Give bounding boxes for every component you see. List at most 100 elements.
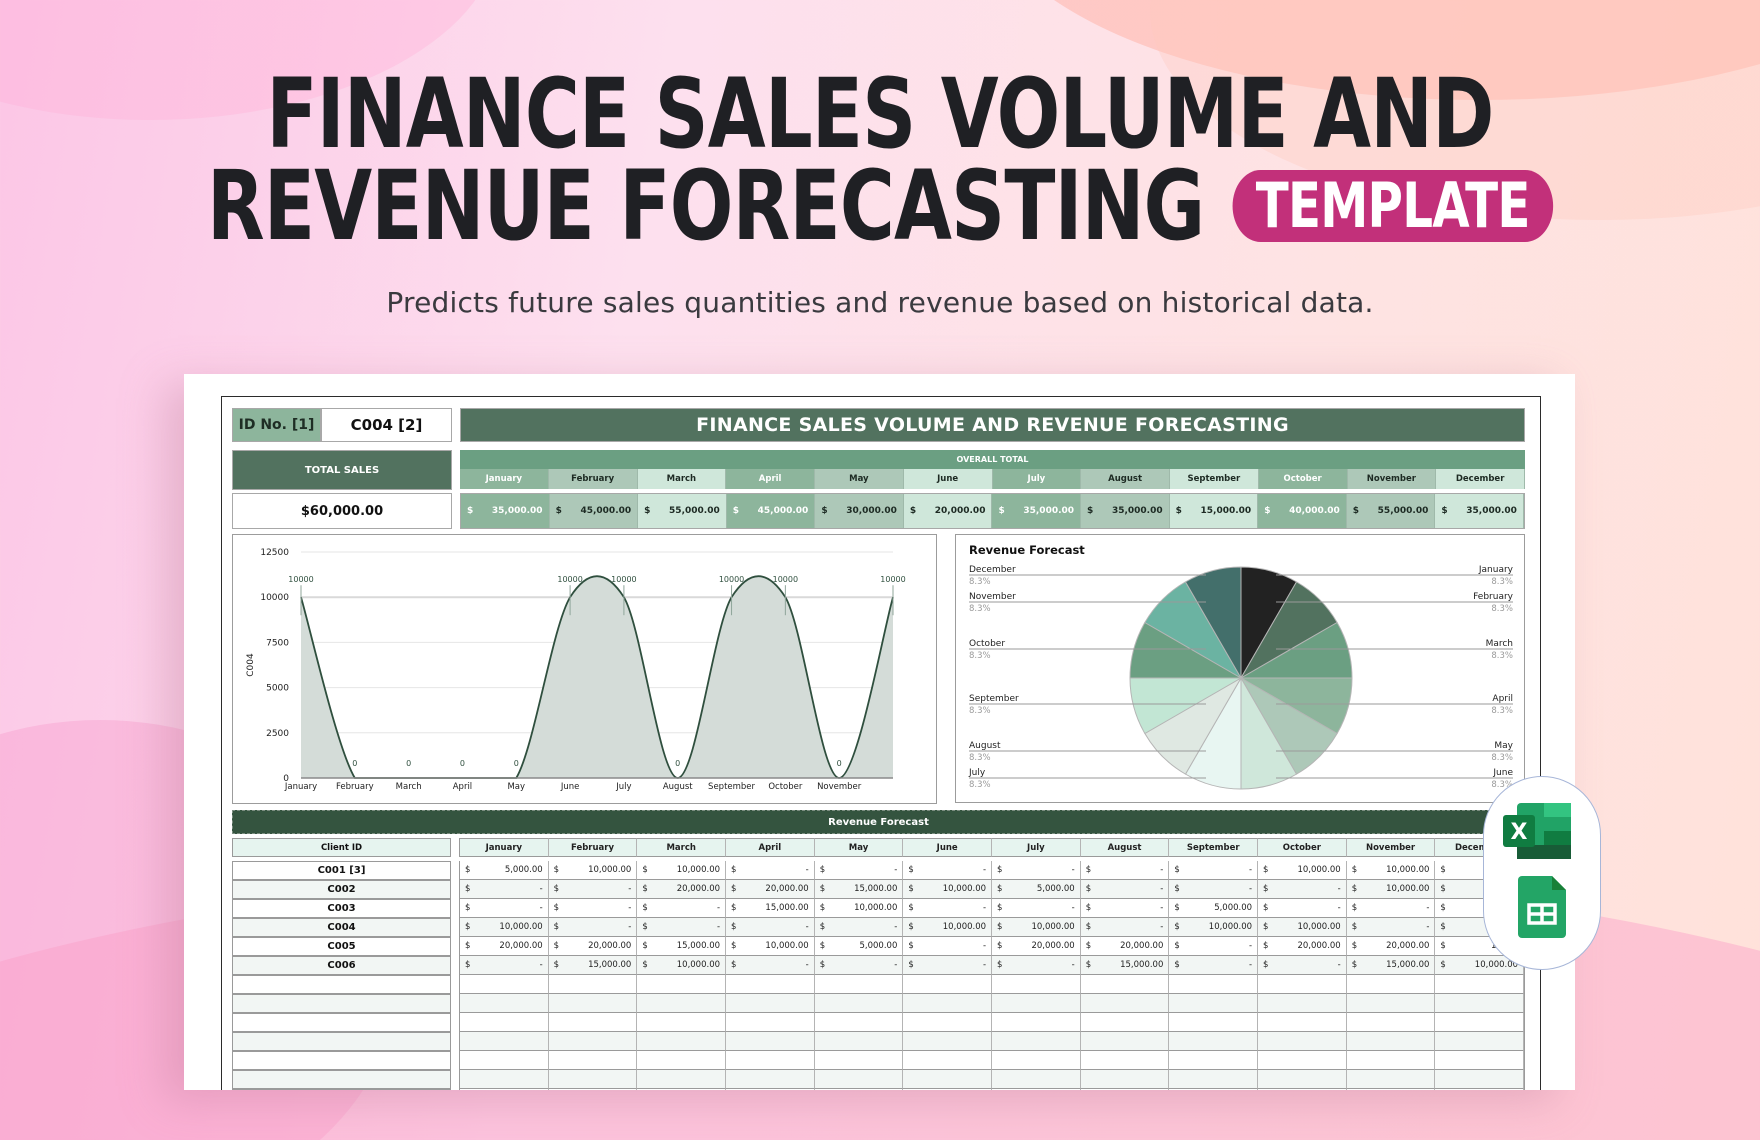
revenue-cell[interactable] xyxy=(726,1070,815,1089)
revenue-cell[interactable] xyxy=(460,1089,549,1090)
revenue-cell[interactable]: $10,000.00 xyxy=(992,918,1081,937)
revenue-cell[interactable]: $ - xyxy=(1346,918,1436,937)
revenue-cell[interactable]: $20,000.00 xyxy=(637,880,727,899)
revenue-cell[interactable] xyxy=(460,975,549,994)
revenue-cell[interactable]: $ - xyxy=(814,918,904,937)
revenue-cell[interactable] xyxy=(992,1032,1081,1051)
revenue-cell[interactable]: $ - xyxy=(1169,861,1259,880)
monthly-total-cell[interactable]: $15,000.00 xyxy=(1169,494,1259,528)
revenue-cell[interactable]: $ - xyxy=(726,918,815,937)
revenue-cell[interactable] xyxy=(1435,1089,1525,1090)
revenue-cell[interactable] xyxy=(726,975,815,994)
revenue-cell[interactable]: $10,000.00 xyxy=(1169,918,1259,937)
revenue-cell[interactable]: $15,000.00 xyxy=(726,899,815,918)
revenue-cell[interactable]: $20,000.00 xyxy=(460,937,549,956)
monthly-total-cell[interactable]: $40,000.00 xyxy=(1258,494,1347,528)
revenue-cell[interactable] xyxy=(726,1089,815,1090)
revenue-cell[interactable] xyxy=(992,1013,1081,1032)
revenue-cell[interactable] xyxy=(1258,1032,1347,1051)
monthly-total-cell[interactable]: $35,000.00 xyxy=(461,494,550,528)
revenue-cell[interactable]: $ - xyxy=(548,880,638,899)
revenue-cell[interactable]: $15,000.00 xyxy=(548,956,638,975)
revenue-cell[interactable]: $ - xyxy=(903,956,993,975)
client-id-cell[interactable]: C003 xyxy=(232,899,451,918)
revenue-cell[interactable] xyxy=(903,1089,993,1090)
revenue-cell[interactable]: $10,000.00 xyxy=(903,918,993,937)
revenue-cell[interactable]: $ - xyxy=(1258,880,1347,899)
revenue-cell[interactable] xyxy=(549,1089,638,1090)
revenue-cell[interactable] xyxy=(1080,1013,1170,1032)
revenue-cell[interactable] xyxy=(814,975,904,994)
revenue-cell[interactable] xyxy=(460,1013,549,1032)
revenue-cell[interactable] xyxy=(548,975,638,994)
revenue-cell[interactable]: $10,000.00 xyxy=(1258,918,1347,937)
revenue-cell[interactable]: $ - xyxy=(460,956,549,975)
revenue-cell[interactable]: $10,000.00 xyxy=(1346,880,1436,899)
monthly-total-cell[interactable]: $20,000.00 xyxy=(903,494,993,528)
revenue-cell[interactable] xyxy=(460,1051,549,1070)
revenue-cell[interactable] xyxy=(903,975,993,994)
client-id-cell[interactable] xyxy=(232,994,451,1013)
revenue-cell[interactable] xyxy=(1081,1089,1170,1090)
revenue-cell[interactable] xyxy=(1258,994,1347,1013)
revenue-cell[interactable] xyxy=(637,1089,727,1090)
revenue-cell[interactable] xyxy=(726,1013,815,1032)
revenue-cell[interactable] xyxy=(1435,1051,1525,1070)
revenue-cell[interactable] xyxy=(1169,1013,1259,1032)
revenue-cell[interactable] xyxy=(548,1070,638,1089)
revenue-cell[interactable] xyxy=(992,1051,1081,1070)
monthly-total-cell[interactable]: $35,000.00 xyxy=(1435,494,1524,528)
revenue-cell[interactable] xyxy=(903,1051,993,1070)
revenue-cell[interactable] xyxy=(814,1070,904,1089)
revenue-cell[interactable]: $ - xyxy=(726,861,815,880)
client-id-cell[interactable] xyxy=(232,1089,451,1090)
revenue-cell[interactable] xyxy=(1347,1089,1436,1090)
revenue-cell[interactable]: $15,000.00 xyxy=(637,937,727,956)
revenue-cell[interactable] xyxy=(1258,1070,1347,1089)
revenue-pie-chart[interactable]: Revenue Forecast January 8.3% February 8.3% M… xyxy=(955,534,1525,803)
revenue-cell[interactable]: $ - xyxy=(1258,899,1347,918)
revenue-cell[interactable]: $10,000.00 xyxy=(548,861,638,880)
revenue-cell[interactable]: $ - xyxy=(1080,880,1170,899)
client-id-cell[interactable] xyxy=(232,975,451,994)
revenue-cell[interactable] xyxy=(992,975,1081,994)
revenue-cell[interactable] xyxy=(460,1032,549,1051)
revenue-cell[interactable] xyxy=(1169,1070,1259,1089)
revenue-cell[interactable]: $20,000.00 xyxy=(726,880,815,899)
revenue-cell[interactable] xyxy=(726,1051,815,1070)
revenue-cell[interactable]: $ - xyxy=(992,861,1081,880)
revenue-cell[interactable]: $10,000.00 xyxy=(637,956,727,975)
revenue-cell[interactable] xyxy=(903,1013,993,1032)
revenue-cell[interactable] xyxy=(1080,1051,1170,1070)
revenue-cell[interactable] xyxy=(1169,994,1259,1013)
client-id-cell[interactable]: C001 [3] xyxy=(232,861,451,880)
revenue-cell[interactable]: $ - xyxy=(1346,899,1436,918)
revenue-cell[interactable]: $20,000.00 xyxy=(992,937,1081,956)
revenue-cell[interactable] xyxy=(548,994,638,1013)
revenue-cell[interactable] xyxy=(1435,1013,1525,1032)
client-id-cell[interactable]: C002 xyxy=(232,880,451,899)
revenue-cell[interactable] xyxy=(1169,975,1259,994)
revenue-cell[interactable]: $ - xyxy=(814,956,904,975)
revenue-cell[interactable]: $15,000.00 xyxy=(814,880,904,899)
revenue-cell[interactable] xyxy=(637,994,727,1013)
revenue-cell[interactable] xyxy=(903,1032,993,1051)
revenue-cell[interactable] xyxy=(814,1032,904,1051)
revenue-cell[interactable] xyxy=(1258,1089,1347,1090)
revenue-cell[interactable]: $ - xyxy=(1080,918,1170,937)
client-id-cell[interactable] xyxy=(232,1032,451,1051)
revenue-cell[interactable]: $ - xyxy=(992,899,1081,918)
revenue-cell[interactable]: $10,000.00 xyxy=(637,861,727,880)
revenue-cell[interactable] xyxy=(637,1051,727,1070)
revenue-cell[interactable]: $5,000.00 xyxy=(814,937,904,956)
client-id-cell[interactable] xyxy=(232,1051,451,1070)
client-id-cell[interactable]: C006 xyxy=(232,956,451,975)
revenue-cell[interactable] xyxy=(1435,975,1525,994)
revenue-cell[interactable]: $ - xyxy=(1169,880,1259,899)
revenue-cell[interactable]: $20,000.00 xyxy=(1258,937,1347,956)
revenue-cell[interactable] xyxy=(637,1013,727,1032)
revenue-cell[interactable] xyxy=(1258,1013,1347,1032)
revenue-cell[interactable]: $10,000.00 xyxy=(1346,861,1436,880)
revenue-cell[interactable] xyxy=(992,994,1081,1013)
revenue-cell[interactable] xyxy=(903,994,993,1013)
